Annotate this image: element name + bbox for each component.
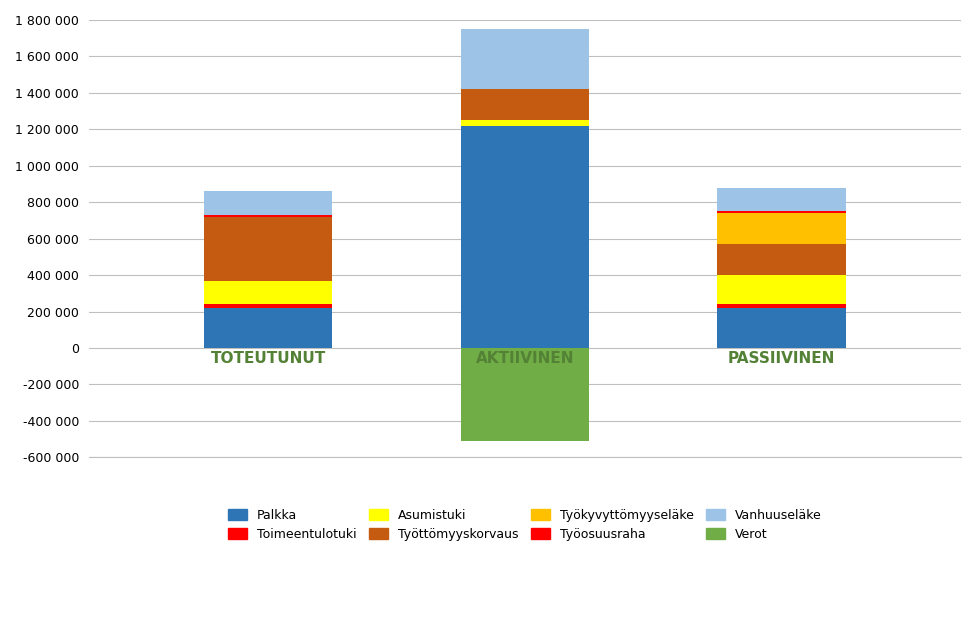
Text: PASSIIVINEN: PASSIIVINEN (728, 352, 835, 366)
Bar (204, 281, 333, 304)
Bar (204, 308, 333, 348)
Bar (461, 89, 589, 120)
Bar (717, 275, 845, 304)
Bar (204, 215, 333, 217)
Bar (717, 244, 845, 275)
Bar (717, 211, 845, 213)
Text: AKTIIVINEN: AKTIIVINEN (475, 352, 574, 366)
Legend: Palkka, Toimeentulotuki, Asumistuki, Työttömyyskorvaus, Työkyvyttömyyseläke, Työ: Palkka, Toimeentulotuki, Asumistuki, Työ… (222, 503, 828, 547)
Bar (461, 348, 589, 441)
Text: TOTEUTUNUT: TOTEUTUNUT (211, 352, 326, 366)
Bar (204, 191, 333, 215)
Bar (717, 308, 845, 348)
Bar (461, 126, 589, 348)
Bar (461, 29, 589, 89)
Bar (717, 188, 845, 211)
Bar (204, 217, 333, 281)
Bar (461, 120, 589, 126)
Bar (204, 304, 333, 308)
Bar (717, 213, 845, 244)
Bar (717, 304, 845, 308)
